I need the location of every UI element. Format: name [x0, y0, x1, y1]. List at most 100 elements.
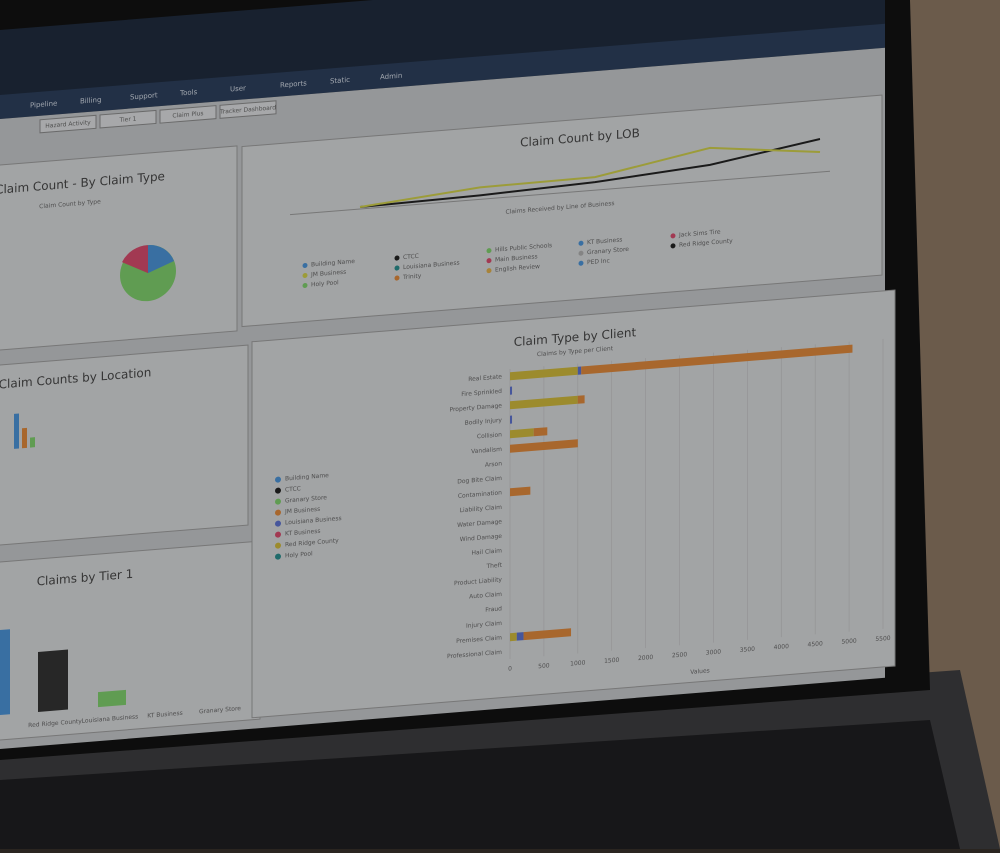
x-tick-label: 1500: [604, 657, 619, 665]
legend-label: Red Ridge County: [679, 238, 733, 249]
menu-item: Support: [130, 90, 158, 101]
bar: [30, 437, 35, 448]
y-tick-label: Collision: [477, 431, 502, 440]
pie-slice: [122, 245, 148, 274]
bar: [516, 632, 524, 641]
bar: [38, 649, 68, 712]
legend-label: CTCC: [403, 253, 419, 261]
legend-label: CTCC: [285, 485, 301, 493]
y-tick-label: Wind Damage: [460, 533, 503, 543]
legend-swatch: [578, 250, 584, 256]
bar: [533, 427, 548, 437]
screen: Pipeline Billing Support Tools User Reports St…: [0, 0, 896, 749]
bar: [98, 689, 126, 708]
legend-label: PED Inc: [587, 257, 610, 266]
x-tick-label: Red Ridge County: [28, 718, 82, 729]
legend-label: Holy Pool: [311, 279, 339, 288]
bar: [22, 427, 27, 449]
x-tick-label: 5000: [841, 638, 856, 646]
bar: [0, 629, 10, 716]
x-tick-label: 3000: [706, 648, 721, 656]
legend-swatch: [670, 243, 676, 249]
bar: [510, 395, 578, 410]
legend-swatch: [275, 531, 281, 538]
legend-label: English Review: [495, 263, 540, 274]
legend-swatch: [302, 282, 308, 288]
y-tick-label: Professional Claim: [447, 649, 502, 660]
y-tick-label: Contamination: [458, 489, 502, 500]
tab-label: Hazard Activity: [45, 119, 91, 130]
legend-label: JM Business: [310, 269, 346, 279]
legend-swatch: [275, 476, 281, 483]
tab-label: Claim Plus: [172, 110, 203, 119]
tab-label: Tracker Dashboard: [219, 104, 276, 116]
y-tick-label: Water Damage: [457, 518, 502, 529]
x-axis: Red Ridge County Louisiana Business KT Bus…: [28, 705, 241, 729]
legend-swatch: [486, 258, 492, 264]
bar: [14, 413, 19, 449]
y-tick-label: Auto Claim: [469, 591, 502, 601]
legend-swatch: [486, 248, 492, 254]
legend-swatch: [394, 275, 400, 281]
top-bar: [0, 0, 885, 100]
legend-swatch: [275, 487, 281, 494]
tabs: Hazard Activity Tier 1 Claim Plus Tracker D…: [39, 100, 277, 134]
legend-swatch: [578, 240, 584, 246]
x-tick-label: Granary Store: [199, 705, 241, 715]
legend-label: KT Business: [285, 528, 320, 538]
panel-subtitle: Claim Count by Type: [39, 198, 101, 210]
legend-swatch: [302, 272, 308, 278]
y-tick-label: Fire Sprinkled: [461, 388, 502, 398]
x-tick-label: 4000: [774, 643, 789, 651]
legend-label: Building Name: [311, 258, 355, 269]
x-tick-label: 2500: [672, 651, 687, 659]
axis: [290, 170, 830, 216]
legend-swatch: [302, 262, 308, 268]
x-tick-label: 2000: [638, 654, 653, 662]
menu: Pipeline Billing Support Tools User Reports St…: [30, 71, 402, 110]
chart: 0 500 1000 1500 2000 2500 3000 3500 4000 4500 5000…: [275, 338, 891, 673]
y-tick-label: Injury Claim: [466, 620, 502, 630]
legend-label: Building Name: [285, 472, 329, 483]
y-tick-label: Property Damage: [449, 402, 502, 413]
pie-slice: [148, 245, 174, 274]
bar: [510, 366, 578, 381]
legend-label: Main Business: [495, 253, 538, 263]
keyboard: [0, 720, 960, 849]
legend-swatch: [275, 498, 281, 505]
legend-swatch: [275, 542, 281, 549]
menu-item: User: [230, 83, 246, 93]
menu-item: Admin: [380, 71, 402, 82]
x-tick-label: KT Business: [147, 710, 182, 720]
line: [359, 138, 821, 209]
panel: [251, 289, 896, 719]
x-tick-label: 1000: [570, 659, 585, 667]
bar: [510, 428, 534, 439]
bar: [523, 628, 572, 641]
y-tick-label: Dog Bite Claim: [457, 475, 502, 486]
legend-label: Hills Public Schools: [495, 242, 552, 254]
x-tick-label: Louisiana Business: [82, 713, 139, 725]
menu-item: Billing: [80, 95, 101, 106]
legend-swatch: [394, 255, 400, 261]
x-tick-label: 0: [508, 665, 512, 672]
tab: [99, 109, 157, 129]
bar: [577, 395, 585, 404]
legend-label: KT Business: [587, 236, 622, 246]
bar: [510, 486, 531, 497]
y-tick-label: Theft: [485, 562, 502, 570]
bar: [510, 415, 513, 424]
y-tick-label: Vandalism: [471, 446, 502, 455]
legend-label: Jack Sims Tire: [678, 229, 721, 239]
bar: [577, 366, 582, 375]
legend-swatch: [578, 260, 584, 266]
menu-item: Pipeline: [30, 98, 57, 109]
legend-label: Trinity: [402, 273, 422, 282]
tab: [219, 100, 277, 119]
y-tick-label: Product Liability: [454, 576, 502, 587]
y-tick-label: Liability Claim: [460, 504, 502, 514]
tab: [39, 114, 97, 134]
x-axis-label: Values: [690, 667, 710, 676]
